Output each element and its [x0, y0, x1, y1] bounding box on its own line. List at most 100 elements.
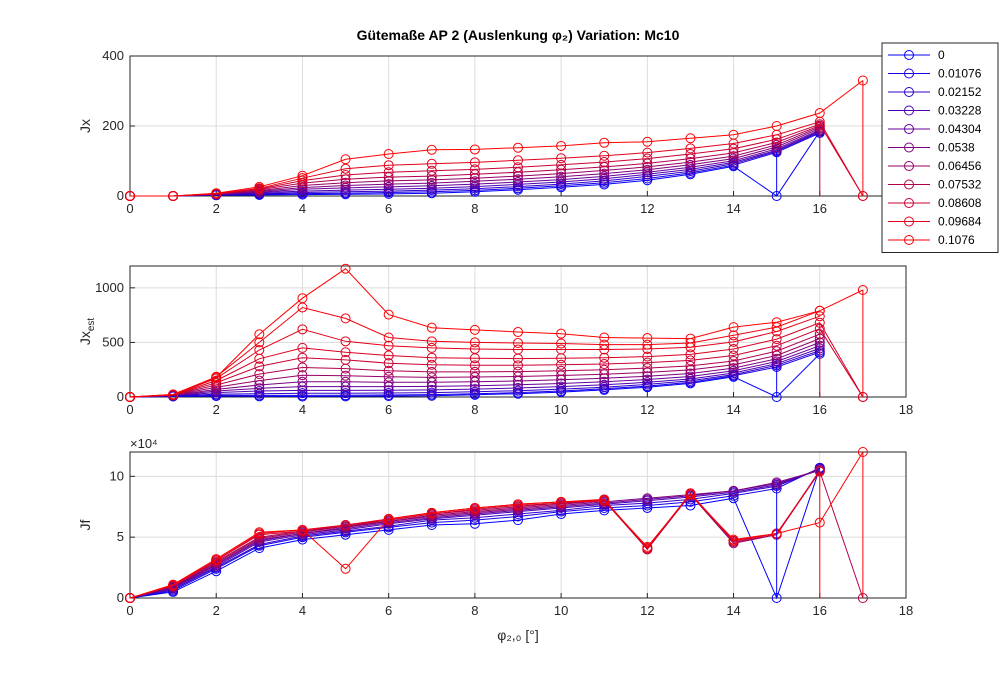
data-point: [642, 377, 653, 388]
data-point: [340, 170, 351, 180]
data-point: [771, 121, 782, 131]
data-point: [556, 496, 567, 507]
data-point: [513, 379, 523, 390]
x-tick-label: 0: [126, 402, 133, 417]
data-point: [383, 350, 394, 361]
data-point: [426, 359, 437, 370]
data-point: [728, 534, 739, 545]
series-8: [125, 119, 868, 201]
legend-label: 0.02152: [938, 85, 982, 99]
data-point: [685, 333, 696, 344]
data-point: [513, 162, 523, 173]
data-point: [340, 347, 351, 358]
data-point: [297, 388, 308, 399]
data-point: [383, 181, 394, 192]
data-point: [771, 334, 782, 345]
series-line: [129, 470, 821, 599]
series-line: [129, 333, 820, 398]
y-tick-label: 0: [117, 590, 124, 605]
data-point: [426, 158, 437, 169]
data-point: [383, 365, 394, 376]
data-point: [642, 136, 653, 147]
data-point: [297, 170, 308, 181]
data-point: [556, 378, 567, 389]
data-point: [771, 139, 782, 150]
legend-item: 0.02152: [888, 85, 982, 99]
data-point: [168, 389, 179, 400]
data-point: [599, 359, 610, 370]
data-point: [254, 375, 265, 386]
data-point: [556, 140, 567, 151]
y-tick-label: 0: [117, 188, 124, 203]
data-point: [211, 372, 222, 383]
x-tick-label: 8: [471, 201, 478, 216]
data-point: [728, 485, 739, 496]
data-point: [469, 164, 480, 175]
legend-item: 0.09684: [888, 215, 982, 229]
data-point: [469, 386, 480, 397]
legend-marker: [904, 216, 914, 227]
legend-marker: [904, 161, 914, 171]
y-tick-label: 400: [102, 48, 124, 63]
data-point: [469, 360, 480, 371]
data-point: [599, 339, 610, 350]
data-point: [814, 305, 825, 316]
data-point: [556, 153, 567, 164]
data-point: [426, 322, 437, 333]
data-point: [254, 181, 265, 192]
y-tick-label: 500: [102, 334, 124, 349]
legend-marker: [904, 87, 914, 97]
data-point: [469, 157, 480, 168]
series-line: [130, 131, 821, 197]
x-tick-label: 14: [726, 402, 740, 417]
y-tick-label: 200: [102, 118, 124, 133]
x-tick-label: 2: [213, 402, 220, 417]
x-tick-label: 16: [813, 603, 827, 618]
series-6: [125, 465, 825, 603]
data-point: [469, 181, 480, 192]
data-point: [642, 371, 653, 382]
data-point: [254, 361, 265, 372]
legend-label: 0: [938, 48, 945, 62]
data-point: [513, 177, 523, 187]
data-point: [469, 372, 480, 383]
data-point: [254, 369, 265, 380]
legend-label: 0.01076: [938, 67, 982, 81]
y-axis-label: Jf: [77, 519, 93, 530]
series-line: [129, 470, 864, 599]
x-axis-label: φ₂,₀ [°]: [497, 627, 538, 643]
data-point: [771, 353, 782, 364]
x-tick-label: 0: [126, 201, 133, 216]
data-point: [211, 554, 222, 565]
data-point: [168, 191, 179, 201]
legend-label: 0.06456: [938, 159, 982, 173]
series-line: [129, 338, 820, 398]
data-point: [340, 354, 351, 365]
data-point: [340, 154, 351, 165]
data-point: [426, 372, 437, 383]
data-point: [642, 147, 653, 158]
legend-marker: [904, 105, 914, 116]
data-point: [254, 527, 265, 538]
data-point: [168, 579, 179, 590]
x-tick-label: 12: [640, 603, 654, 618]
data-point: [340, 376, 351, 387]
data-point: [426, 336, 437, 347]
data-point: [556, 174, 567, 185]
legend-marker: [904, 179, 914, 190]
series-line: [129, 347, 820, 398]
series-line: [129, 328, 864, 398]
data-point: [426, 171, 437, 182]
data-point: [599, 168, 610, 179]
data-point: [599, 495, 610, 506]
legend-item: 0.06456: [888, 159, 982, 173]
data-point: [685, 143, 696, 154]
data-point: [771, 137, 782, 148]
data-point: [340, 336, 351, 347]
legend-item: 0.03228: [888, 104, 982, 118]
data-point: [340, 370, 351, 381]
data-point: [297, 524, 308, 535]
data-point: [685, 371, 696, 382]
series-10: [125, 75, 868, 201]
x-tick-label: 18: [899, 603, 913, 618]
